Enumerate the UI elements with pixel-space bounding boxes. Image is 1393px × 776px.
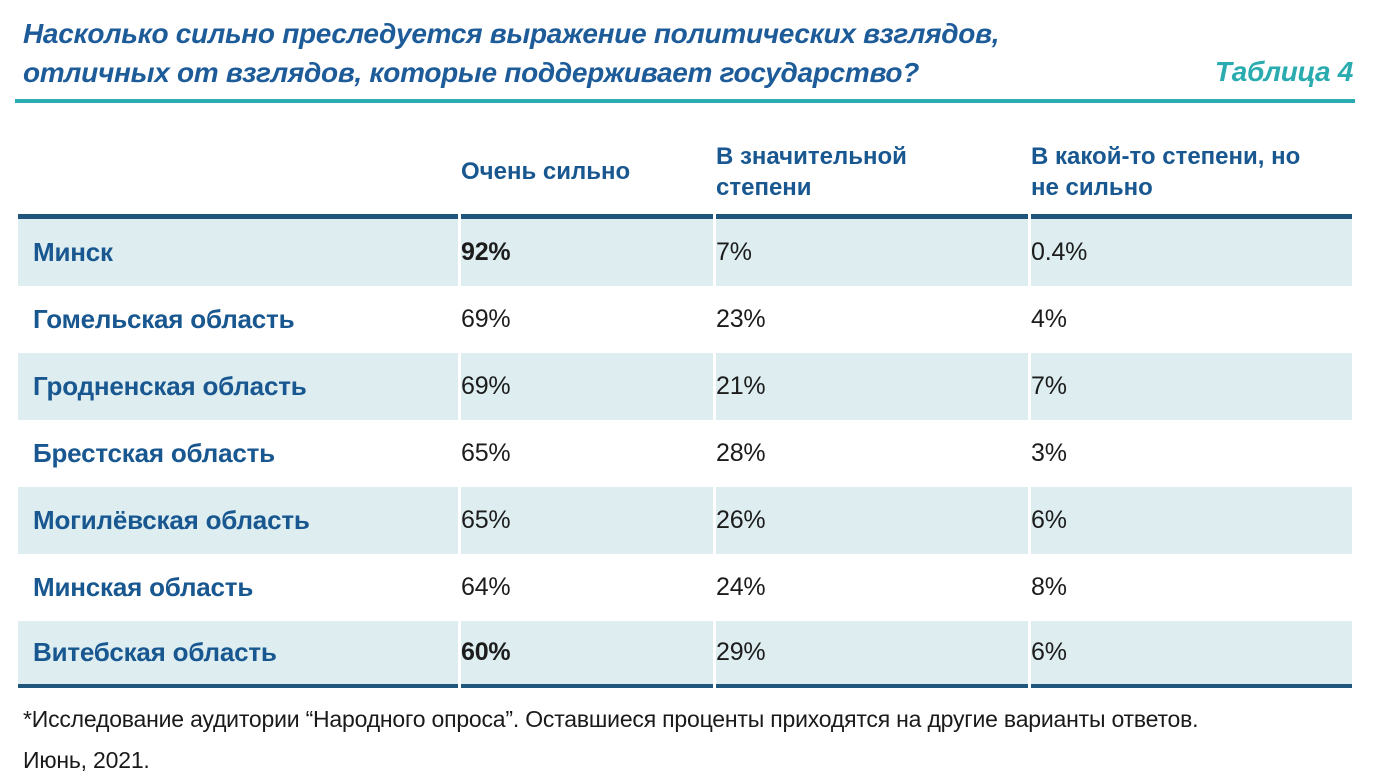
table-row: Минская область 64% 24% 8% <box>18 554 1352 621</box>
value-cell: 3% <box>1031 439 1067 467</box>
value-cell: 6% <box>1031 621 1352 688</box>
value-cell: 0.4% <box>1031 219 1352 286</box>
figure-header: Насколько сильно преследуется выражение … <box>15 14 1355 92</box>
value-cell: 60% <box>461 621 713 688</box>
figure-title-line2: отличных от взглядов, которые поддержива… <box>23 57 920 88</box>
value-cell: 23% <box>716 305 766 333</box>
survey-table-figure: Насколько сильно преследуется выражение … <box>15 0 1355 776</box>
value-cell: 28% <box>716 439 766 467</box>
table-row: Гомельская область 69% 23% 4% <box>18 286 1352 353</box>
value-cell: 69% <box>461 353 713 420</box>
value-cell: 7% <box>1031 353 1352 420</box>
region-cell: Минская область <box>33 572 254 602</box>
value-cell: 65% <box>461 439 511 467</box>
value-cell: 69% <box>461 305 511 333</box>
value-cell: 65% <box>461 487 713 554</box>
source-footnote: *Исследование аудитории “Народного опрос… <box>23 699 1355 776</box>
region-cell: Могилёвская область <box>18 487 458 554</box>
region-cell: Брестская область <box>33 438 275 468</box>
value-cell: 7% <box>716 219 1028 286</box>
table-row: Витебская область 60% 29% 6% <box>18 621 1352 688</box>
table-row: Минск 92% 7% 0.4% <box>18 219 1352 286</box>
region-cell: Гродненская область <box>18 353 458 420</box>
value-cell: 29% <box>716 621 1028 688</box>
value-cell: 26% <box>716 487 1028 554</box>
value-cell: 8% <box>1031 573 1067 601</box>
region-cell: Витебская область <box>18 621 458 688</box>
footnote-line1: *Исследование аудитории “Народного опрос… <box>23 706 1199 732</box>
figure-title: Насколько сильно преследуется выражение … <box>23 14 1073 92</box>
figure-title-line1: Насколько сильно преследуется выражение … <box>23 18 1000 49</box>
table-row: Брестская область 65% 28% 3% <box>18 420 1352 487</box>
survey-results-table: Очень сильно В значительной степени В ка… <box>15 129 1355 688</box>
column-header-somewhat: В какой-то степени, но не сильно <box>1031 129 1352 219</box>
table-row: Могилёвская область 65% 26% 6% <box>18 487 1352 554</box>
value-cell: 4% <box>1031 305 1067 333</box>
header-row: Очень сильно В значительной степени В ка… <box>18 129 1352 219</box>
region-cell: Гомельская область <box>33 304 295 334</box>
column-header-significantly: В значительной степени <box>716 129 1028 219</box>
column-header-region <box>18 129 458 219</box>
value-cell: 24% <box>716 573 766 601</box>
table-row: Гродненская область 69% 21% 7% <box>18 353 1352 420</box>
column-header-very-strongly: Очень сильно <box>461 129 713 219</box>
value-cell: 21% <box>716 353 1028 420</box>
value-cell: 64% <box>461 573 511 601</box>
value-cell: 6% <box>1031 487 1352 554</box>
teal-divider-line <box>15 99 1355 103</box>
region-cell: Минск <box>18 219 458 286</box>
value-cell: 92% <box>461 219 713 286</box>
footnote-line2: Июнь, 2021. <box>23 747 150 773</box>
table-number-label: Таблица 4 <box>1214 56 1353 87</box>
